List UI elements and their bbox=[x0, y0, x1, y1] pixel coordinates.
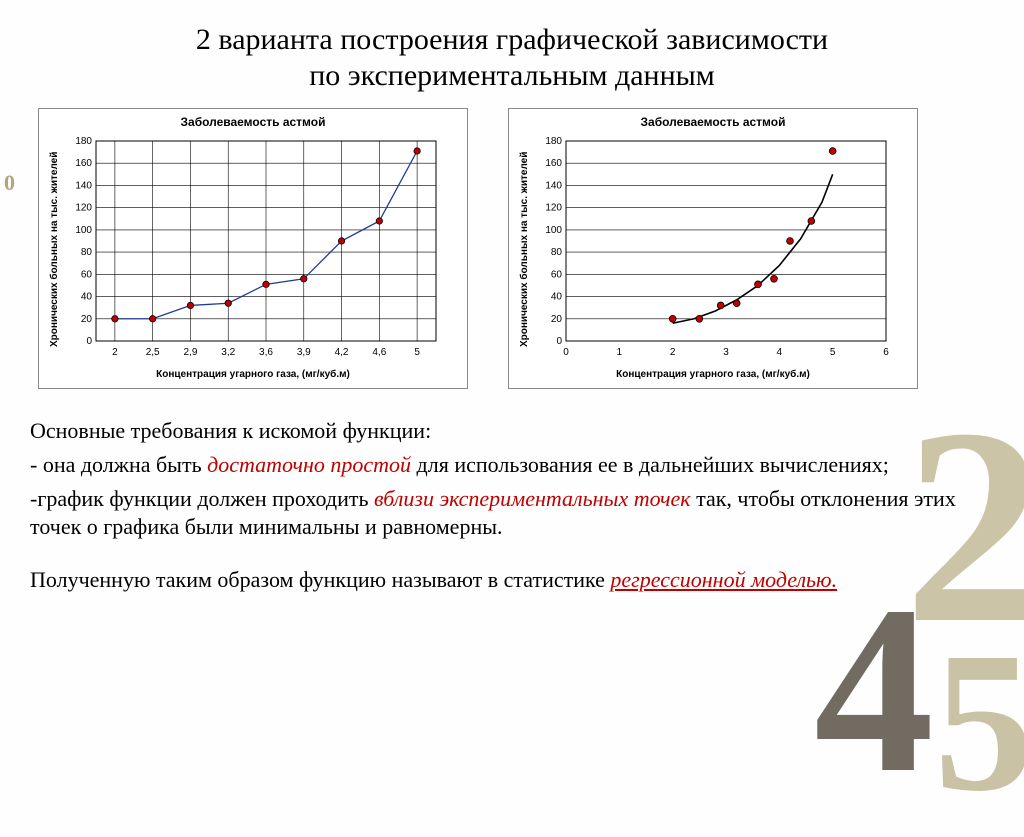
svg-text:4: 4 bbox=[777, 347, 783, 358]
svg-text:160: 160 bbox=[545, 158, 562, 169]
svg-text:80: 80 bbox=[81, 247, 93, 258]
svg-text:40: 40 bbox=[551, 292, 563, 303]
chart-left-ylabel: Хронических больных на тыс. жителей bbox=[47, 133, 62, 365]
svg-text:120: 120 bbox=[75, 203, 92, 214]
svg-text:40: 40 bbox=[81, 292, 93, 303]
svg-text:0: 0 bbox=[556, 336, 562, 347]
svg-text:3,9: 3,9 bbox=[297, 347, 311, 358]
svg-text:60: 60 bbox=[81, 269, 93, 280]
conclusion: Полученную таким образом функцию называю… bbox=[30, 566, 990, 594]
svg-text:2,5: 2,5 bbox=[146, 347, 160, 358]
requirement-2: -график функции должен проходить вблизи … bbox=[30, 485, 990, 541]
chart-right-plot: 0 20 40 60 80 100 120 140 160 180 0 1 2 3 4 5 6 bbox=[532, 133, 896, 365]
chart-left: Заболеваемость астмой Хронических больны… bbox=[38, 108, 468, 389]
title-line-2: по экспериментальным данным bbox=[309, 59, 715, 92]
chart-right-ylabel: Хронических больных на тыс. жителей bbox=[517, 133, 532, 365]
svg-text:180: 180 bbox=[75, 136, 92, 147]
svg-text:160: 160 bbox=[75, 158, 92, 169]
req2-emphasis: вблизи экспериментальных точек bbox=[374, 486, 691, 511]
svg-text:180: 180 bbox=[545, 136, 562, 147]
svg-text:60: 60 bbox=[551, 269, 563, 280]
chart-left-xlabel: Концентрация угарного газа, (мг/куб.м) bbox=[47, 369, 459, 380]
svg-text:20: 20 bbox=[81, 314, 93, 325]
charts-row: Заболеваемость астмой Хронических больны… bbox=[38, 108, 994, 389]
requirements-heading: Основные требования к искомой функции: bbox=[30, 417, 990, 445]
slide-body: Основные требования к искомой функции: -… bbox=[30, 417, 990, 594]
svg-text:3,2: 3,2 bbox=[221, 347, 235, 358]
svg-text:4,2: 4,2 bbox=[335, 347, 349, 358]
requirement-1: - она должна быть достаточно простой для… bbox=[30, 451, 990, 479]
svg-text:2: 2 bbox=[670, 347, 676, 358]
svg-text:4,6: 4,6 bbox=[372, 347, 386, 358]
title-line-1: 2 варианта построения графической зависи… bbox=[196, 23, 828, 56]
svg-text:120: 120 bbox=[545, 203, 562, 214]
req1-part-c: для использования ее в дальнейших вычисл… bbox=[411, 452, 889, 477]
svg-text:3,6: 3,6 bbox=[259, 347, 273, 358]
req2-part-a: -график функции должен проходить bbox=[30, 486, 374, 511]
slide-title: 2 варианта построения графической зависи… bbox=[30, 22, 994, 94]
svg-text:2,9: 2,9 bbox=[183, 347, 197, 358]
svg-text:5: 5 bbox=[830, 347, 836, 358]
svg-text:1: 1 bbox=[617, 347, 623, 358]
svg-text:6: 6 bbox=[883, 347, 889, 358]
svg-text:2: 2 bbox=[112, 347, 118, 358]
chart-right: Заболеваемость астмой Хронических больны… bbox=[508, 108, 918, 389]
chart-right-xlabel: Концентрация угарного газа, (мг/куб.м) bbox=[517, 369, 909, 380]
svg-text:100: 100 bbox=[75, 225, 92, 236]
chart-left-title: Заболеваемость астмой bbox=[47, 115, 459, 129]
concl-part-a: Полученную таким образом функцию называю… bbox=[30, 567, 610, 592]
svg-text:100: 100 bbox=[545, 225, 562, 236]
svg-text:140: 140 bbox=[545, 180, 562, 191]
req1-emphasis: достаточно простой bbox=[207, 452, 411, 477]
svg-text:3: 3 bbox=[723, 347, 729, 358]
svg-text:5: 5 bbox=[414, 347, 420, 358]
svg-text:0: 0 bbox=[563, 347, 569, 358]
svg-text:80: 80 bbox=[551, 247, 563, 258]
svg-text:140: 140 bbox=[75, 180, 92, 191]
svg-text:0: 0 bbox=[86, 336, 92, 347]
req1-part-a: - она должна быть bbox=[30, 452, 207, 477]
concl-emphasis: регрессионной моделью. bbox=[610, 567, 837, 592]
chart-left-plot: 0 20 40 60 80 100 120 140 160 180 2 2,5 2,9 3,2 3,6 3,9… bbox=[62, 133, 446, 365]
svg-text:20: 20 bbox=[551, 314, 563, 325]
chart-right-title: Заболеваемость астмой bbox=[517, 115, 909, 129]
